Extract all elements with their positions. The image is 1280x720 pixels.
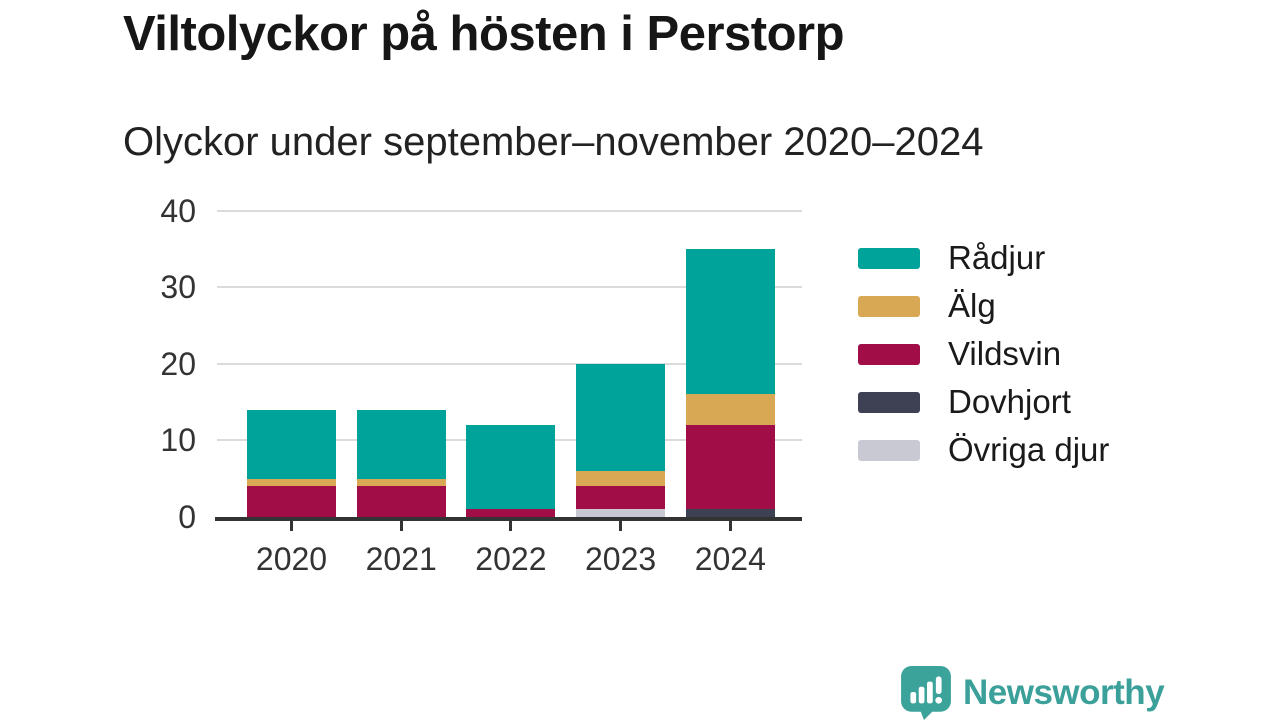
x-axis-category-label: 2024 <box>694 541 766 577</box>
bar-segment-2024 <box>686 394 775 425</box>
legend-label: Vildsvin <box>948 335 1062 372</box>
legend-swatch <box>858 343 920 365</box>
bar-segment-2021 <box>357 410 446 479</box>
x-axis-tick <box>509 521 513 531</box>
x-axis-category-label: 2021 <box>365 541 437 577</box>
bar-segment-2020 <box>247 479 336 486</box>
legend-swatch <box>858 439 920 461</box>
x-axis-category-label: 2022 <box>475 541 547 577</box>
newsworthy-logo: Newsworthy <box>901 666 1165 720</box>
y-axis-tick-label: 10 <box>160 422 196 459</box>
bar-segment-2024 <box>686 425 775 509</box>
legend-item: Dovhjort <box>858 383 1071 420</box>
bar-segment-2022 <box>466 425 555 509</box>
x-axis-tick <box>290 521 293 531</box>
bar-segment-2023 <box>576 364 665 471</box>
gridline-y20 <box>217 362 802 365</box>
legend-swatch <box>858 295 920 317</box>
gridline-y40 <box>217 209 802 212</box>
legend-label: Älg <box>948 287 996 324</box>
bar-segment-2024 <box>686 249 775 394</box>
x-axis-tick <box>728 521 732 531</box>
legend-label: Övriga djur <box>948 431 1110 468</box>
legend-swatch <box>858 247 920 269</box>
y-axis-tick-label: 20 <box>160 345 196 382</box>
legend-label: Rådjur <box>948 239 1046 276</box>
x-axis-line <box>215 517 802 521</box>
bar-segment-2024 <box>686 509 775 517</box>
legend-item: Övriga djur <box>858 431 1110 468</box>
logo-text: Newsworthy <box>963 673 1165 712</box>
legend-item: Rådjur <box>858 239 1046 276</box>
x-axis-tick <box>619 521 623 531</box>
bar-segment-2023 <box>576 509 665 517</box>
y-axis-tick-label: 30 <box>160 269 196 306</box>
x-axis-category-label: 2020 <box>255 541 328 577</box>
bar-segment-2021 <box>357 479 446 486</box>
y-axis-tick-label: 40 <box>160 192 196 229</box>
legend-item: Älg <box>858 287 996 324</box>
speech-bubble-bar-chart-icon <box>901 666 951 720</box>
chart-subtitle: Olyckor under september–november 2020–20… <box>123 120 984 164</box>
bar-segment-2020 <box>247 410 336 479</box>
gridline-y30 <box>217 286 802 289</box>
legend-swatch <box>858 391 920 413</box>
legend-label: Dovhjort <box>948 383 1071 420</box>
legend-item: Vildsvin <box>858 335 1062 372</box>
y-axis-tick-label: 0 <box>178 499 196 535</box>
bar-segment-2021 <box>357 486 446 517</box>
bar-segment-2020 <box>247 486 336 517</box>
bar-segment-2023 <box>576 486 665 509</box>
page-title: Viltolyckor på hösten i Perstorp <box>123 7 845 61</box>
bar-segment-2023 <box>576 471 665 486</box>
x-axis-tick <box>399 521 403 531</box>
x-axis-category-label: 2023 <box>585 541 657 577</box>
bar-segment-2022 <box>466 509 555 517</box>
